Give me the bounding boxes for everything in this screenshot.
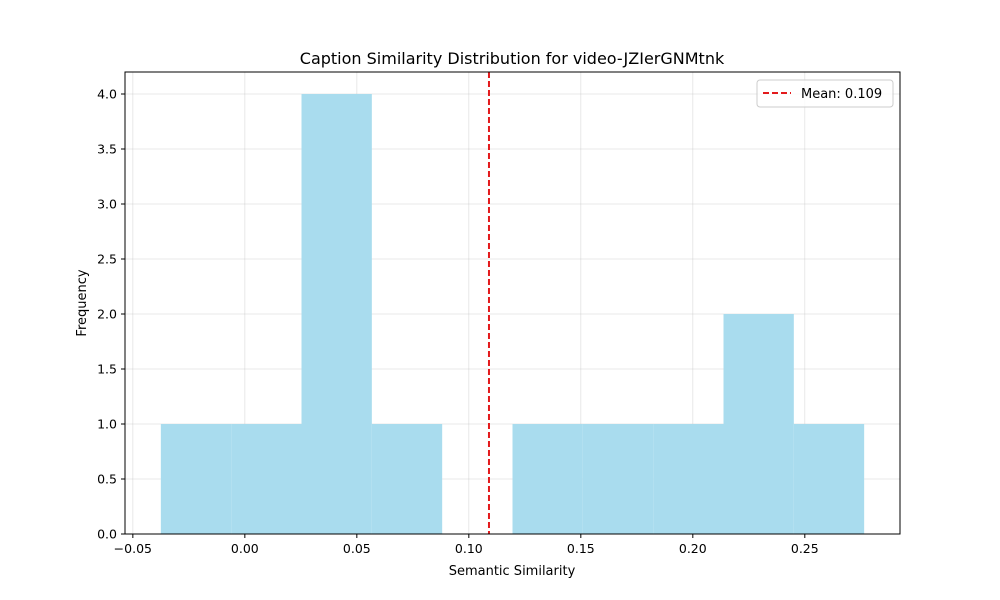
plot-frame [124,71,901,535]
y-tick-label: 4.0 [97,87,117,102]
histogram-bar-9 [793,424,865,534]
x-tick-label: 0.15 [567,541,595,556]
x-tick-label: 0.05 [343,541,371,556]
legend-box [756,79,894,108]
y-tick-label: 0.5 [97,472,117,487]
histogram-bar-5 [512,424,583,534]
x-tick-label: 0.10 [455,541,483,556]
y-tick-label: 2.5 [97,252,117,267]
x-tick-label: 0.00 [231,541,259,556]
legend: Mean: 0.109 [756,79,894,108]
y-axis-ticks: 0.0 0.5 1.0 1.5 2.0 2.5 3.0 3.5 4.0 [97,87,125,542]
x-tick-label: 0.25 [791,541,819,556]
legend-label-mean: Mean: 0.109 [801,87,882,102]
histogram-bar-2 [301,94,372,534]
histogram-bar-7 [653,424,724,534]
histogram-bar-8 [723,314,794,534]
y-tick-label: 1.0 [97,417,117,432]
histogram-bar-0 [160,424,232,534]
x-axis-ticks: −0.05 0.00 0.05 0.10 0.15 0.20 0.25 [114,534,819,556]
chart-title: Caption Similarity Distribution for vide… [300,49,725,68]
histogram-bar-1 [231,424,302,534]
y-tick-label: 0.0 [97,527,117,542]
y-tick-label: 2.0 [97,307,117,322]
y-tick-label: 1.5 [97,362,117,377]
y-tick-label: 3.5 [97,142,117,157]
y-axis-label: Frequency [75,269,90,336]
histogram-bars [160,94,865,534]
histogram-bar-6 [582,424,654,534]
x-tick-label: −0.05 [114,541,152,556]
x-tick-label: 0.20 [679,541,707,556]
y-tick-label: 3.0 [97,197,117,212]
histogram-bar-3 [371,424,443,534]
x-axis-label: Semantic Similarity [449,564,576,579]
